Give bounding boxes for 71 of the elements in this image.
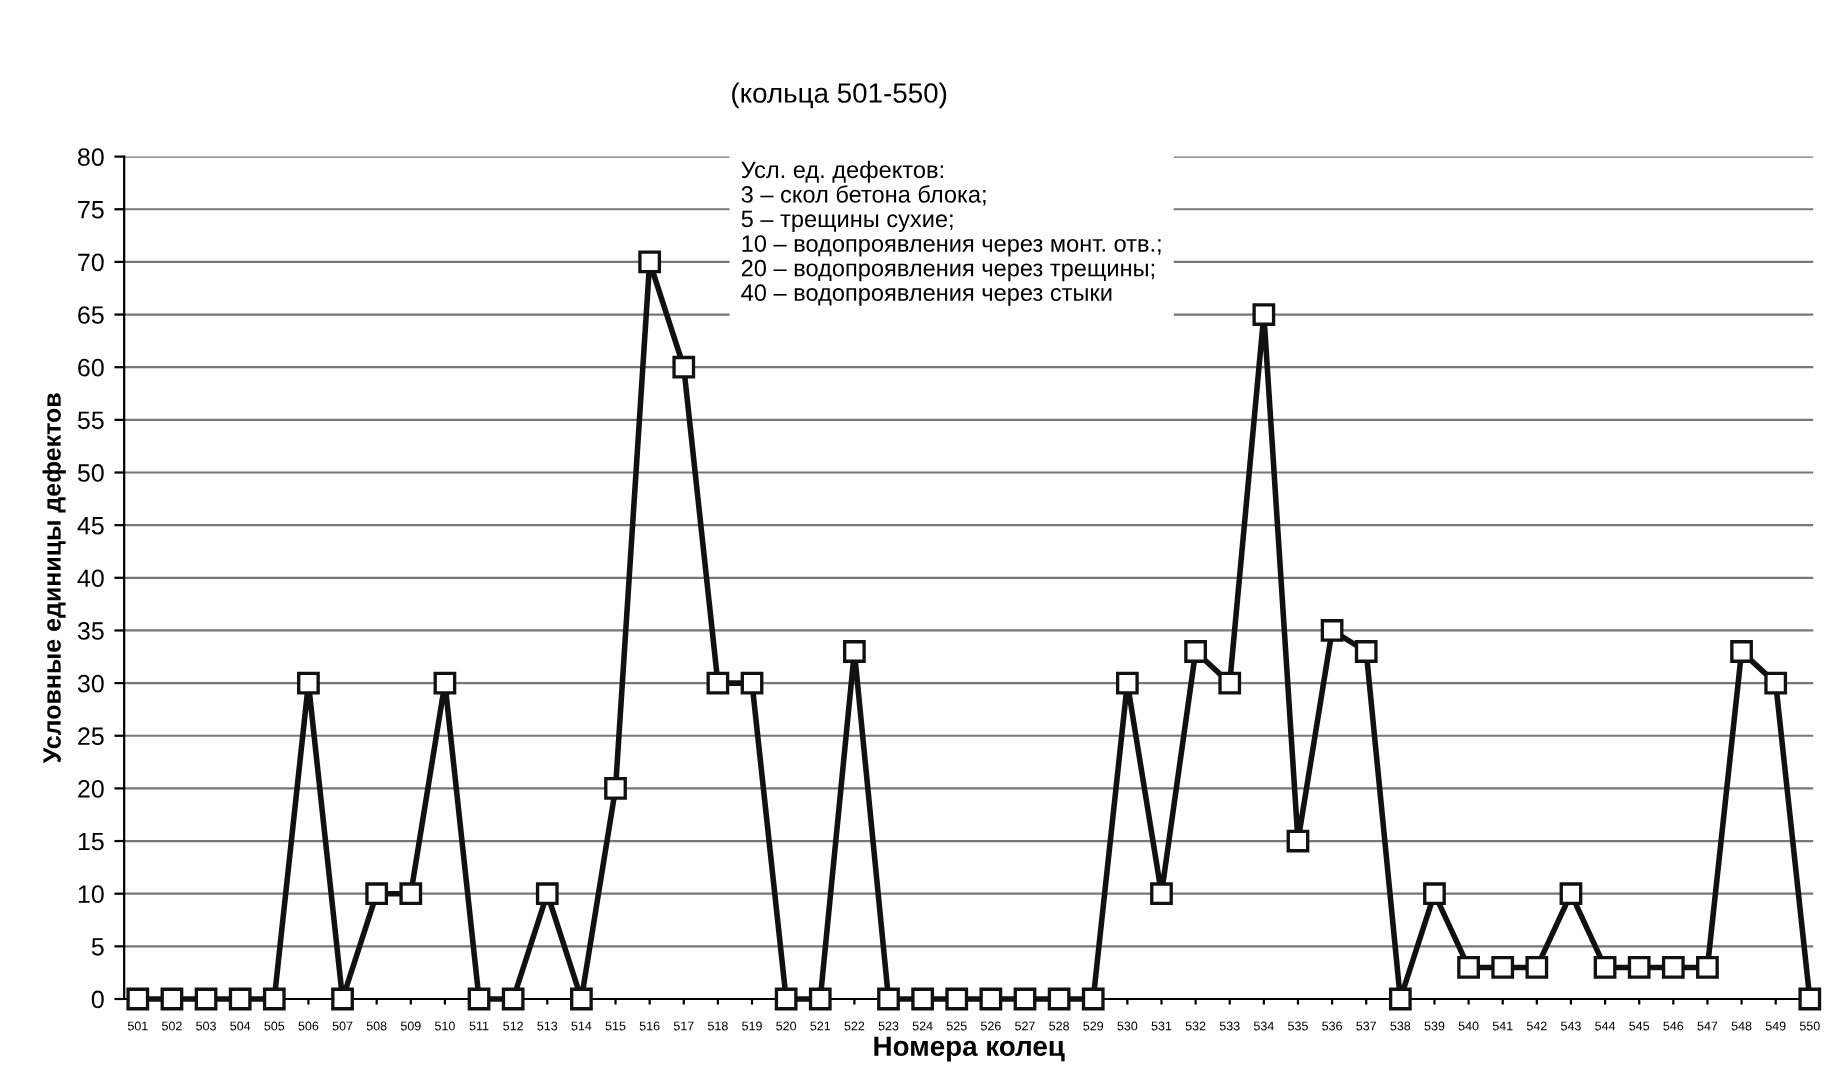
point bbox=[877, 987, 900, 1011]
point bbox=[1115, 671, 1139, 695]
point bbox=[160, 987, 184, 1011]
point bbox=[1491, 956, 1515, 979]
y-tick-label: 0 bbox=[91, 990, 104, 1009]
annotation: Усл. ед. дефектов: 3 – скол бетона блока; 5 – трещины сухие; 10 – водопроявления через монт. отв.; 20 – водопроявления через трещины; 40 – водопроявления через стыки bbox=[741, 160, 1161, 306]
y-tick-label: 55 bbox=[77, 411, 104, 430]
point bbox=[399, 882, 423, 906]
point bbox=[1218, 671, 1242, 695]
point bbox=[808, 987, 832, 1011]
x-axis-title: Номера колец bbox=[874, 1036, 1065, 1062]
point bbox=[1184, 640, 1207, 663]
y-tick-label: 50 bbox=[77, 464, 104, 482]
y-axis-title: Условные единицы дефектов bbox=[42, 393, 66, 764]
point bbox=[842, 640, 866, 663]
point bbox=[1593, 956, 1617, 979]
point bbox=[1627, 956, 1651, 979]
point bbox=[535, 882, 559, 906]
point bbox=[1388, 987, 1412, 1011]
point bbox=[979, 987, 1003, 1011]
point bbox=[262, 987, 286, 1011]
y-tick-label: 5 bbox=[91, 938, 104, 956]
point bbox=[126, 987, 150, 1011]
point bbox=[297, 671, 320, 695]
y-tick-label: 35 bbox=[77, 622, 104, 640]
point bbox=[433, 671, 457, 695]
point bbox=[1525, 956, 1549, 979]
point bbox=[1730, 640, 1753, 663]
point bbox=[1150, 882, 1173, 906]
point bbox=[365, 882, 389, 906]
y-tick-label: 40 bbox=[77, 569, 104, 588]
point bbox=[1423, 882, 1446, 906]
point bbox=[1354, 640, 1378, 663]
y-tick-label: 15 bbox=[78, 832, 104, 851]
point bbox=[1764, 671, 1788, 695]
point bbox=[1559, 882, 1583, 906]
point bbox=[1320, 619, 1344, 642]
y-tick-label: 60 bbox=[78, 358, 104, 377]
point bbox=[672, 355, 696, 379]
y-tick-label: 25 bbox=[78, 727, 104, 746]
point bbox=[638, 250, 662, 274]
point bbox=[604, 777, 627, 800]
y-tick-label: 10 bbox=[78, 885, 104, 903]
point bbox=[1013, 987, 1037, 1011]
point bbox=[501, 987, 525, 1011]
point bbox=[1661, 956, 1685, 979]
point bbox=[706, 671, 730, 695]
y-tick-label: 70 bbox=[78, 253, 104, 272]
point bbox=[945, 987, 969, 1011]
point bbox=[194, 987, 218, 1011]
point bbox=[1798, 987, 1822, 1011]
point bbox=[911, 987, 935, 1011]
point bbox=[1696, 956, 1719, 979]
point bbox=[1252, 303, 1276, 326]
y-tick-label: 80 bbox=[78, 148, 104, 166]
point bbox=[1047, 987, 1071, 1011]
point bbox=[740, 671, 764, 695]
point bbox=[467, 987, 491, 1011]
point bbox=[570, 987, 593, 1011]
point bbox=[331, 987, 354, 1011]
y-tick-label: 65 bbox=[78, 306, 104, 324]
y-tick-label: 20 bbox=[78, 780, 104, 798]
point bbox=[228, 987, 252, 1011]
point bbox=[1457, 956, 1480, 979]
point bbox=[774, 987, 798, 1011]
chart-title: (кольца 501-550) bbox=[732, 82, 947, 109]
point bbox=[1286, 829, 1310, 853]
y-tick-label: 45 bbox=[77, 517, 104, 535]
y-tick-label: 30 bbox=[77, 674, 104, 693]
y-tick-label: 75 bbox=[78, 201, 104, 219]
point bbox=[1081, 987, 1105, 1011]
